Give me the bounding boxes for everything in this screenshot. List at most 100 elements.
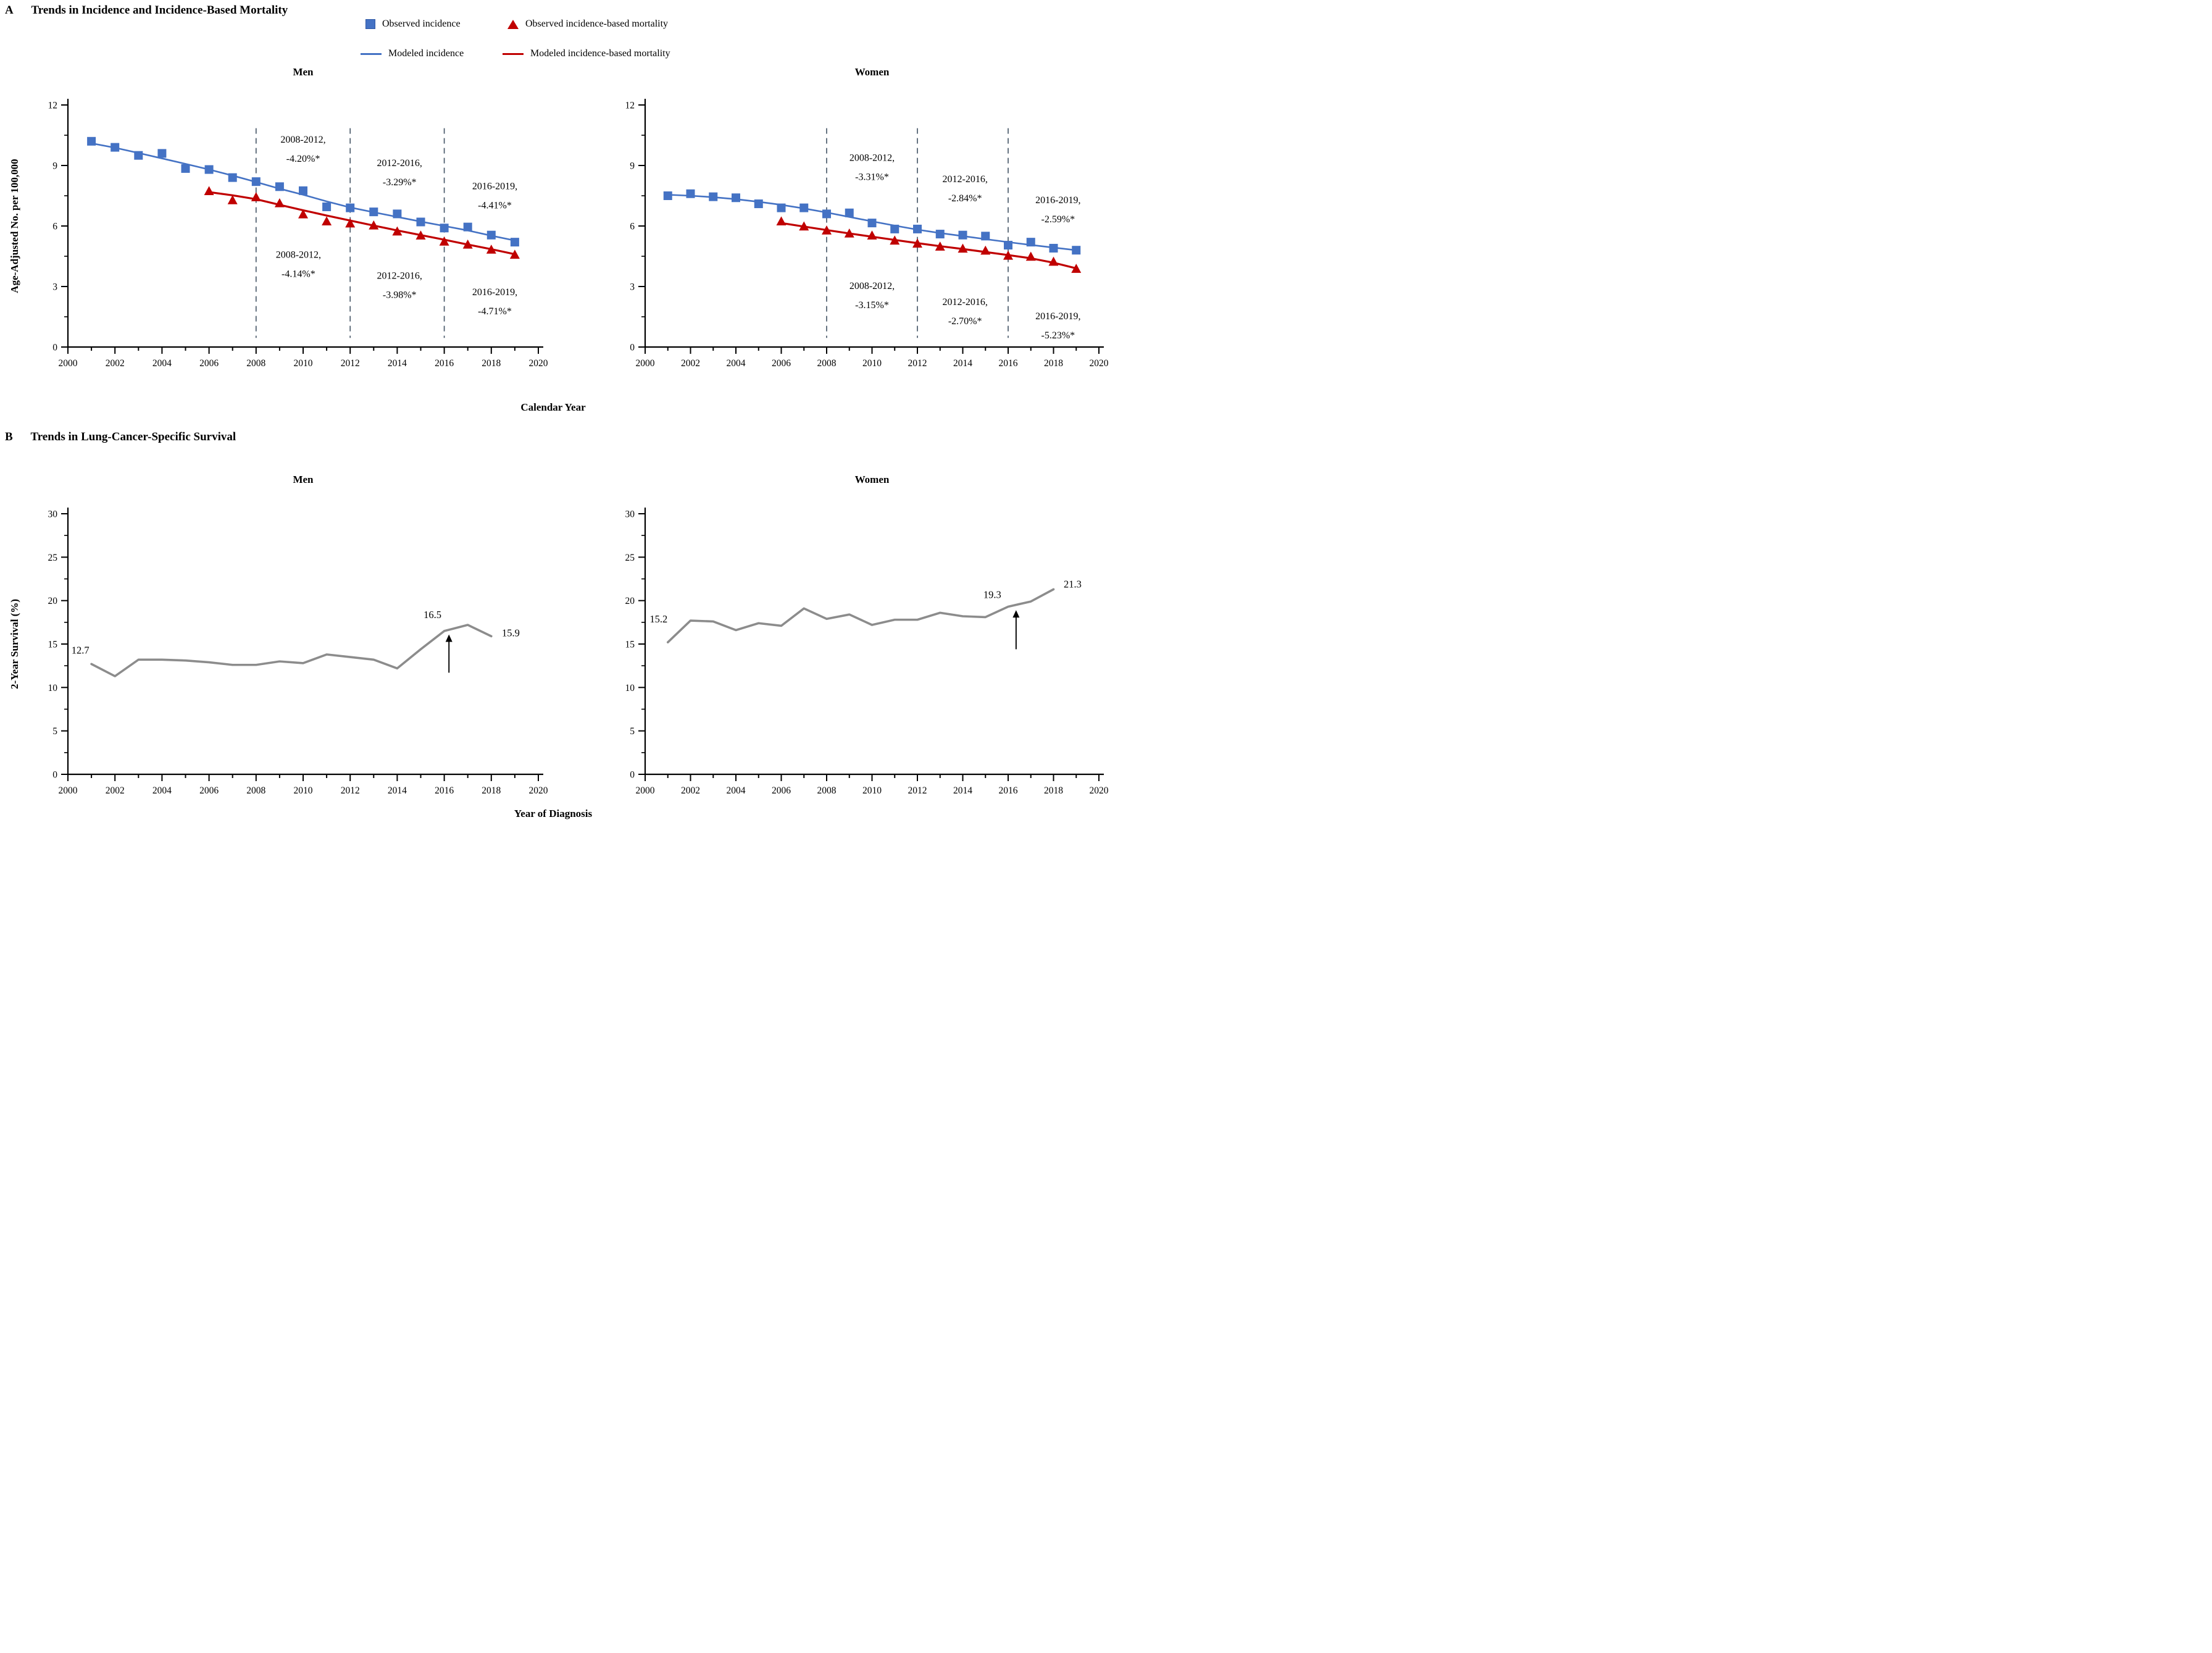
chart-title: Men: [293, 474, 314, 485]
data-point-square: [981, 232, 990, 241]
panel-a-title: A Trends in Incidence and Incidence-Base…: [5, 4, 288, 17]
apc-annotation: 2016-2019, -2.59%*: [1035, 195, 1080, 225]
apc-annotation: 2012-2016, -2.84%*: [943, 174, 988, 204]
point-value-label: 15.9: [502, 627, 520, 638]
data-point-square: [322, 202, 332, 211]
data-point-square: [754, 199, 763, 209]
x-tick-label: 2000: [636, 785, 655, 796]
series-modeled-ibm: [780, 222, 1077, 270]
apc-annotation: 2008-2012, -4.14%*: [276, 249, 321, 279]
x-tick-label: 2002: [681, 785, 700, 796]
y-tick-label: 25: [625, 553, 635, 563]
y-tick-label: 3: [630, 282, 635, 293]
data-point-triangle: [227, 195, 238, 204]
legend-item-observed-incidence: Observed incidence: [365, 19, 461, 30]
modeled-ibm-line: [780, 222, 1077, 270]
data-point-square: [686, 189, 695, 198]
legend-item-observed-mortality: Observed incidence-based mortality: [507, 19, 668, 30]
x-tick-label: 2016: [999, 358, 1018, 369]
x-tick-label: 2006: [199, 358, 219, 369]
data-point-square: [111, 143, 120, 152]
apc-annotation: 2008-2012, -3.31%*: [849, 153, 895, 183]
y-tick-label: 25: [48, 553, 58, 563]
data-point-square: [181, 164, 190, 173]
x-tick-label: 2014: [388, 785, 407, 796]
y-tick-label: 3: [52, 282, 57, 293]
data-point-square: [275, 182, 284, 191]
legend-item-modeled-incidence: Modeled incidence: [361, 48, 464, 59]
x-tick-label: 2012: [908, 358, 927, 369]
data-point-square: [913, 224, 922, 233]
x-tick-label: 2000: [636, 358, 655, 369]
legend-label: Modeled incidence-based mortality: [530, 48, 670, 59]
data-point-triangle: [958, 243, 968, 253]
data-point-square: [463, 222, 472, 232]
y-tick-label: 6: [52, 222, 57, 232]
x-tick-label: 2020: [1090, 785, 1109, 796]
survival-line: [90, 624, 493, 677]
data-point-square: [204, 165, 214, 174]
data-point-triangle: [844, 228, 854, 238]
x-tick-label: 2008: [817, 785, 837, 796]
y-tick-label: 0: [630, 343, 635, 353]
x-tick-label: 2018: [482, 358, 501, 369]
apc-annotation: 2016-2019, -5.23%*: [1035, 311, 1080, 341]
blue-line-icon: [361, 52, 382, 55]
point-value-label: 19.3: [983, 588, 1001, 600]
series-observed-incidence: [87, 136, 519, 247]
data-point-square: [1026, 238, 1035, 247]
x-tick-label: 2014: [388, 358, 407, 369]
axes: [644, 508, 1104, 776]
legend-label: Modeled incidence: [388, 48, 464, 59]
data-point-square: [958, 230, 967, 240]
y-ticks: 0 5 10 15 20 25 30: [48, 509, 68, 780]
x-tick-label: 2020: [1090, 358, 1109, 369]
series-observed-ibm: [776, 216, 1082, 273]
data-point-square: [663, 191, 672, 200]
data-point-triangle: [980, 245, 991, 255]
series-observed-incidence: [663, 189, 1081, 255]
x-tick-label: 2004: [727, 785, 746, 796]
dashed-vlines: [826, 128, 1009, 338]
x-tick-label: 2016: [999, 785, 1018, 796]
data-point-triangle: [298, 209, 308, 219]
y-tick-label: 30: [48, 509, 58, 520]
x-tick-label: 2018: [1044, 785, 1063, 796]
chart-title: Men: [293, 66, 314, 78]
apc-annotation: 2012-2016, -2.70%*: [943, 297, 988, 327]
data-point-square: [822, 209, 831, 219]
legend-label: Observed incidence: [382, 19, 461, 29]
x-tick-label: 2018: [482, 785, 501, 796]
data-point-square: [486, 230, 496, 240]
data-point-square: [935, 230, 945, 239]
point-value-label: 12.7: [72, 644, 90, 656]
x-tick-label: 2000: [59, 358, 78, 369]
legend-item-modeled-mortality: Modeled incidence-based mortality: [503, 48, 670, 59]
axes: [67, 508, 543, 776]
apc-annotation: 2012-2016, -3.98%*: [377, 271, 422, 301]
axes: [644, 99, 1104, 348]
x-tick-label: 2010: [862, 785, 882, 796]
panel-b-title: B Trends in Lung-Cancer-Specific Surviva…: [5, 430, 236, 443]
point-value-label: 21.3: [1064, 579, 1082, 590]
apc-annotation: 2008-2012, -4.20%*: [280, 135, 325, 164]
point-value-label: 15.2: [649, 613, 667, 625]
x-tick-label: 2020: [529, 358, 548, 369]
data-point-triangle: [890, 235, 900, 245]
chart-title: Women: [855, 66, 890, 78]
dashed-vlines: [255, 128, 445, 338]
y-tick-label: 0: [630, 770, 635, 780]
data-point-square: [251, 177, 261, 186]
y-tick-label: 6: [630, 222, 635, 232]
y-tick-label: 20: [48, 596, 58, 606]
data-point-triangle: [392, 226, 403, 236]
apc-annotation: 2016-2019, -4.41%*: [472, 181, 517, 211]
data-point-triangle: [322, 216, 332, 226]
red-line-icon: [503, 52, 524, 55]
data-point-triangle: [1003, 250, 1013, 260]
data-point-triangle: [439, 236, 449, 246]
y-tick-label: 12: [625, 101, 635, 111]
chart-a-women: Women 2000 2002 2004 2006 2008 2010 2012 2014 201…: [625, 66, 1109, 369]
